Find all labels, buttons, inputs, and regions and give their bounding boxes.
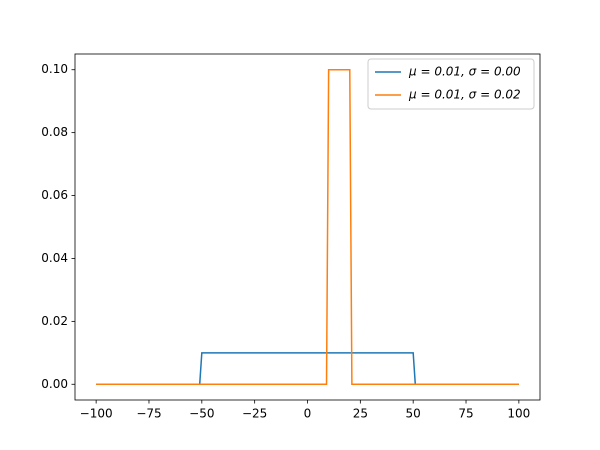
x-tick-label: 75 bbox=[458, 407, 473, 421]
x-tick-label: −100 bbox=[80, 407, 113, 421]
legend-box bbox=[367, 58, 535, 110]
y-tick-label: 0.02 bbox=[41, 314, 68, 328]
x-tick-label: 100 bbox=[507, 407, 530, 421]
x-tick-label: 25 bbox=[353, 407, 368, 421]
y-tick-label: 0.04 bbox=[41, 251, 68, 265]
x-tick-label: 0 bbox=[304, 407, 312, 421]
y-tick-label: 0.08 bbox=[41, 125, 68, 139]
y-tick-label: 0.10 bbox=[41, 62, 68, 76]
x-tick-label: −75 bbox=[136, 407, 161, 421]
legend-label: μ = 0.01, σ = 0.02 bbox=[408, 88, 521, 102]
series-line bbox=[96, 352, 519, 386]
x-tick-label: −50 bbox=[189, 407, 214, 421]
x-tick-label: 50 bbox=[406, 407, 421, 421]
axes-frame bbox=[74, 53, 541, 401]
y-tick-label: 0.06 bbox=[41, 188, 68, 202]
y-tick-label: 0.00 bbox=[41, 377, 68, 391]
series-line bbox=[96, 68, 519, 386]
legend-label: μ = 0.01, σ = 0.00 bbox=[408, 65, 521, 79]
x-tick-label: −25 bbox=[242, 407, 267, 421]
